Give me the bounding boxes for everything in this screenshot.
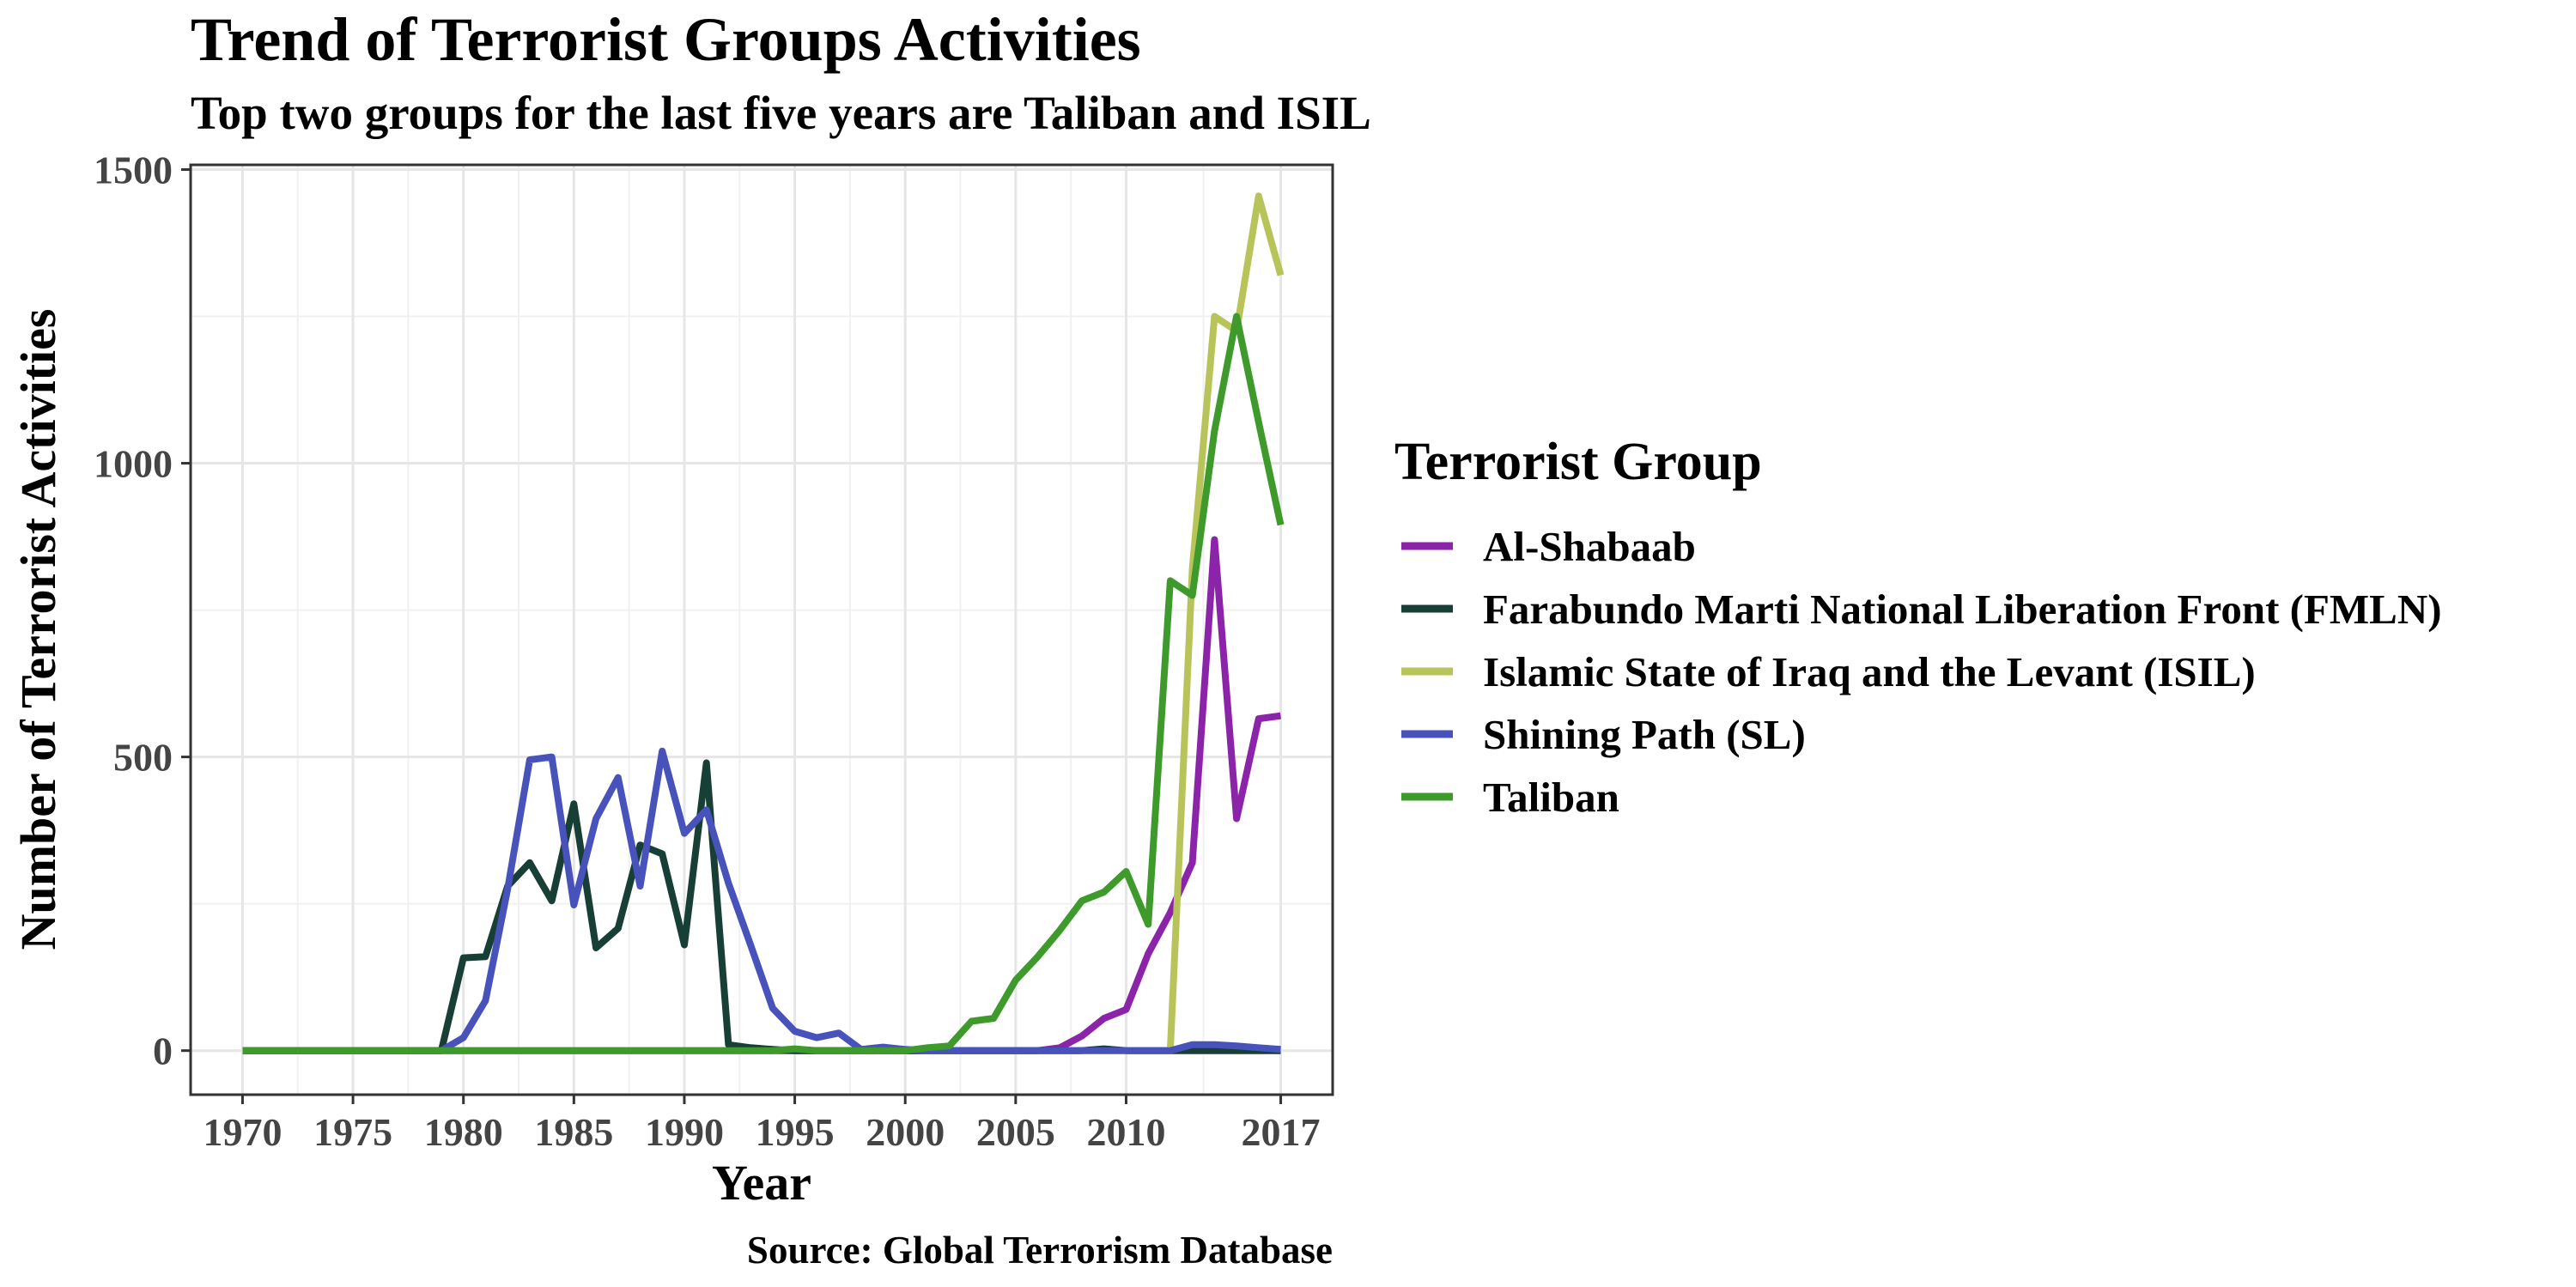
legend: Terrorist Group Al-Shabaab Farabundo Mart… xyxy=(1394,433,2442,821)
chart-title: Trend of Terrorist Groups Activities xyxy=(191,5,1141,74)
legend-label-1: Farabundo Marti National Liberation Fron… xyxy=(1483,586,2442,633)
x-tick-label: 1970 xyxy=(203,1110,282,1154)
chart-subtitle: Top two groups for the last five years a… xyxy=(191,87,1371,139)
x-tick-label: 1975 xyxy=(313,1110,392,1154)
series-line-4 xyxy=(242,313,1285,1054)
legend-items: Al-Shabaab Farabundo Marti National Liber… xyxy=(1401,523,2442,821)
x-tick-label: 1990 xyxy=(645,1110,724,1154)
x-tick-label: 2017 xyxy=(1242,1110,1321,1154)
x-tick-label: 1980 xyxy=(424,1110,503,1154)
x-tick-label: 1985 xyxy=(534,1110,613,1154)
y-tick-label: 500 xyxy=(113,736,173,780)
x-tick-label: 2010 xyxy=(1086,1110,1165,1154)
legend-label-0: Al-Shabaab xyxy=(1483,523,1696,570)
y-tick-label: 1000 xyxy=(94,442,173,486)
legend-label-3: Shining Path (SL) xyxy=(1483,711,1806,758)
y-axis-title: Number of Terrorist Activities xyxy=(10,309,66,950)
x-tick-label: 2000 xyxy=(866,1110,945,1154)
source-caption: Source: Global Terrorism Database xyxy=(747,1229,1333,1272)
legend-title: Terrorist Group xyxy=(1394,433,1762,491)
x-tick-label: 2005 xyxy=(976,1110,1055,1154)
grid-minor xyxy=(191,165,1333,1095)
series-lines xyxy=(242,192,1285,1054)
series-line-2 xyxy=(1166,192,1285,1051)
x-axis-ticks: 1970 1975 1980 1985 1990 1995 2000 2005 2010 2017 xyxy=(203,1095,1321,1154)
plot-panel-border xyxy=(189,163,1334,1096)
grid-major xyxy=(191,165,1333,1095)
x-axis-title: Year xyxy=(712,1155,811,1211)
y-axis-ticks: 0 500 1000 1500 xyxy=(94,148,191,1073)
legend-label-2: Islamic State of Iraq and the Levant (IS… xyxy=(1483,648,2256,695)
y-tick-label: 0 xyxy=(153,1029,173,1073)
x-tick-label: 1995 xyxy=(756,1110,835,1154)
y-tick-label: 1500 xyxy=(94,148,173,191)
legend-label-4: Taliban xyxy=(1483,774,1619,821)
